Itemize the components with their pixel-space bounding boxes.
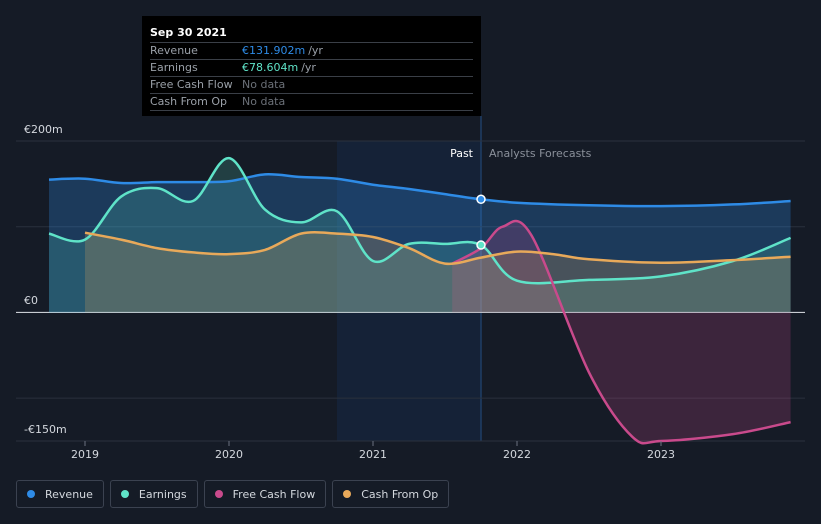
tooltip-value-earnings: €78.604m [242,61,299,74]
past-highlight-band [337,141,481,441]
tooltip-label: Free Cash Flow [150,78,233,91]
data-point-earnings [476,240,486,250]
x-tick-label: 2019 [71,448,99,461]
tooltip-row-revenue: Revenue €131.902m /yr [150,43,473,60]
series-area-free-cash-flow [452,221,791,444]
tooltip-row-cfo: Cash From Op No data [150,94,473,111]
legend-dot-icon [120,490,129,498]
x-tick-label: 2020 [215,448,243,461]
legend-dot-icon [27,490,35,498]
legend-label: Earnings [138,487,187,501]
tooltip-value-cfo: No data [242,95,286,108]
tooltip-label: Earnings [150,61,198,74]
legend-dot-icon [214,490,223,498]
tooltip-label: Revenue [150,44,198,57]
forecast-label: Analysts Forecasts [489,147,592,160]
tooltip-label: Cash From Op [150,95,228,108]
y-tick-label-zero: €0 [24,294,38,307]
legend-item-earnings[interactable]: Earnings [109,480,198,508]
past-label: Past [450,147,474,160]
series-line-free-cash-flow [451,219,791,445]
tooltip-unit: /yr [301,61,316,74]
data-tooltip: Sep 30 2021 Revenue €131.902m /yr Earnin… [142,16,481,116]
legend-item-revenue[interactable]: Revenue [16,480,104,508]
tooltip-row-earnings: Earnings €78.604m /yr [150,60,473,77]
legend-item-cash-from-op[interactable]: Cash From Op [332,480,450,508]
series-line-earnings [48,156,792,285]
y-tick-label-min: -€150m [24,423,67,436]
data-point-revenue [476,194,486,205]
series-line-revenue [48,173,791,208]
legend-label: Cash From Op [361,487,439,501]
x-tick-label: 2023 [647,448,675,461]
x-tick-label: 2021 [359,448,387,461]
legend-item-free-cash-flow[interactable]: Free Cash Flow [203,480,327,508]
series-line-cash-from-op [84,231,791,266]
tooltip-row-fcf: Free Cash Flow No data [150,77,473,94]
series-area-earnings [49,158,791,313]
series-area-cash-from-op [85,232,791,313]
y-tick-label-max: €200m [24,123,63,136]
tooltip-unit: /yr [308,44,323,57]
tooltip-value-revenue: €131.902m [242,44,306,57]
legend-dot-icon [343,490,352,498]
legend-label: Revenue [45,487,93,501]
tooltip-date: Sep 30 2021 [150,24,473,43]
tooltip-value-fcf: No data [242,78,286,91]
x-tick-label: 2022 [503,448,531,461]
legend-label: Free Cash Flow [232,487,316,501]
chart-legend: Revenue Earnings Free Cash Flow Cash Fro… [16,480,450,508]
